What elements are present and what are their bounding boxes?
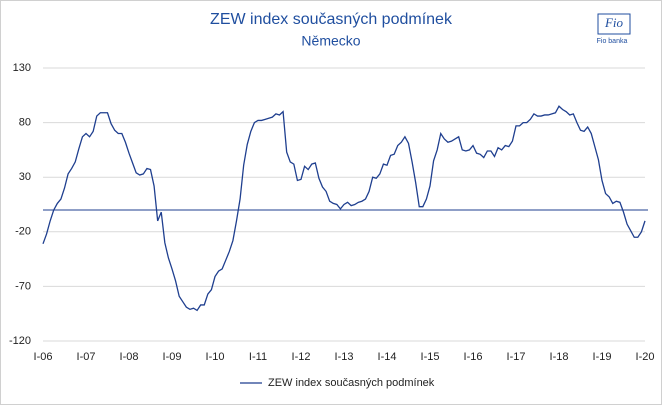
x-tick-label: I-10	[206, 351, 225, 363]
legend-label: ZEW index současných podmínek	[268, 377, 435, 389]
x-tick-label: I-19	[593, 351, 612, 363]
x-tick-label: I-08	[120, 351, 139, 363]
x-tick-label: I-14	[378, 351, 397, 363]
y-tick-label: -120	[9, 335, 31, 347]
y-tick-label: -70	[15, 280, 31, 292]
logo: Fio Fio banka	[597, 13, 631, 45]
x-tick-label: I-20	[636, 351, 655, 363]
y-tick-label: 30	[19, 171, 31, 183]
chart-subtitle: Německo	[301, 33, 360, 49]
x-tick-label: I-09	[163, 351, 182, 363]
logo-text: Fio banka	[597, 38, 628, 45]
y-tick-label: 80	[19, 117, 31, 129]
logo-mark: Fio	[604, 15, 624, 30]
chart-title: ZEW index současných podmínek	[210, 11, 453, 28]
x-tick-label: I-16	[464, 351, 483, 363]
x-tick-label: I-12	[292, 351, 311, 363]
x-tick-label: I-17	[507, 351, 526, 363]
x-tick-label: I-06	[34, 351, 53, 363]
x-tick-label: I-15	[421, 351, 440, 363]
y-tick-label: 130	[13, 62, 31, 74]
data-line	[42, 105, 646, 312]
logo-box	[597, 13, 631, 35]
x-tick-label: I-18	[550, 351, 569, 363]
x-tick-label: I-13	[335, 351, 354, 363]
y-tick-label: -20	[15, 226, 31, 238]
x-tick-label: I-11	[249, 351, 267, 363]
x-tick-label: I-07	[77, 351, 96, 363]
